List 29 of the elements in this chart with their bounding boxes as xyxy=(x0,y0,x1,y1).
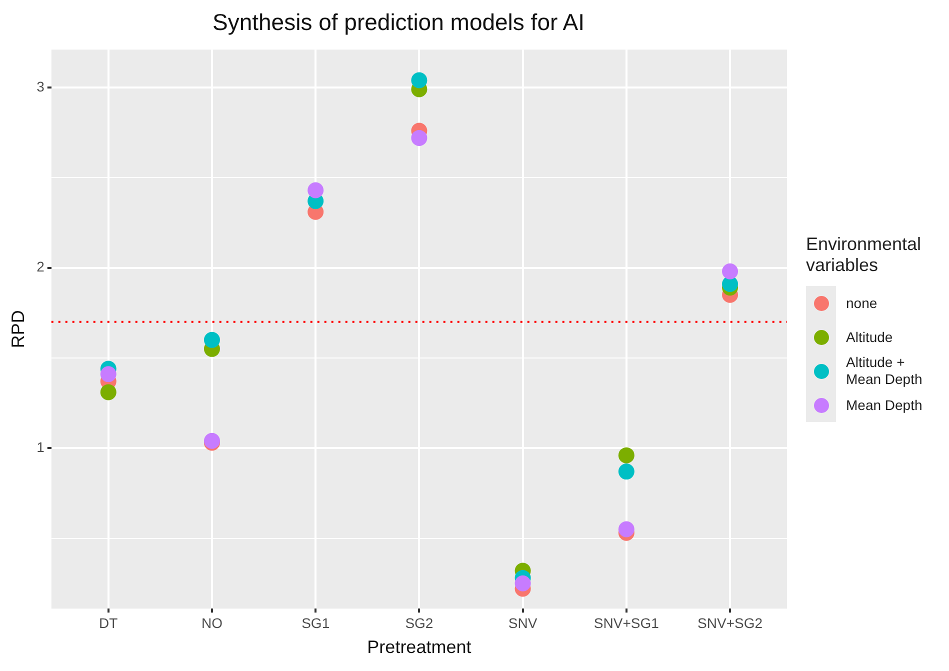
x-tick-label: SNV+SG1 xyxy=(594,614,660,631)
point xyxy=(618,447,634,464)
point xyxy=(514,575,531,592)
point xyxy=(411,72,428,88)
y-tick-label: 1 xyxy=(36,438,45,455)
point xyxy=(618,464,634,480)
legend-label: Altitude + Mean Depth xyxy=(846,354,924,388)
legend-label: Altitude xyxy=(846,328,894,346)
x-tick-label: SG1 xyxy=(302,614,330,631)
x-tick-label: NO xyxy=(201,614,223,631)
y-axis-title: RPD xyxy=(8,310,28,348)
x-tick-label: SNV+SG2 xyxy=(698,614,763,631)
point xyxy=(618,521,634,538)
legend-label: none xyxy=(846,294,878,312)
point xyxy=(204,332,220,348)
y-tick-label: 3 xyxy=(36,78,45,94)
point xyxy=(722,263,738,280)
y-tick-label: 2 xyxy=(36,258,45,275)
chart-title: Synthesis of prediction models for AI xyxy=(212,9,585,36)
legend-title: Environmental variables xyxy=(806,234,922,276)
x-tick-label: SNV xyxy=(508,614,538,631)
x-axis-title: Pretreatment xyxy=(367,637,472,658)
x-tick-label: DT xyxy=(99,614,118,631)
legend-label: Mean Depth xyxy=(846,396,924,414)
point xyxy=(100,384,116,400)
point xyxy=(100,366,116,382)
point xyxy=(308,182,324,198)
x-tick-label: SG2 xyxy=(405,614,434,631)
point xyxy=(411,130,428,146)
